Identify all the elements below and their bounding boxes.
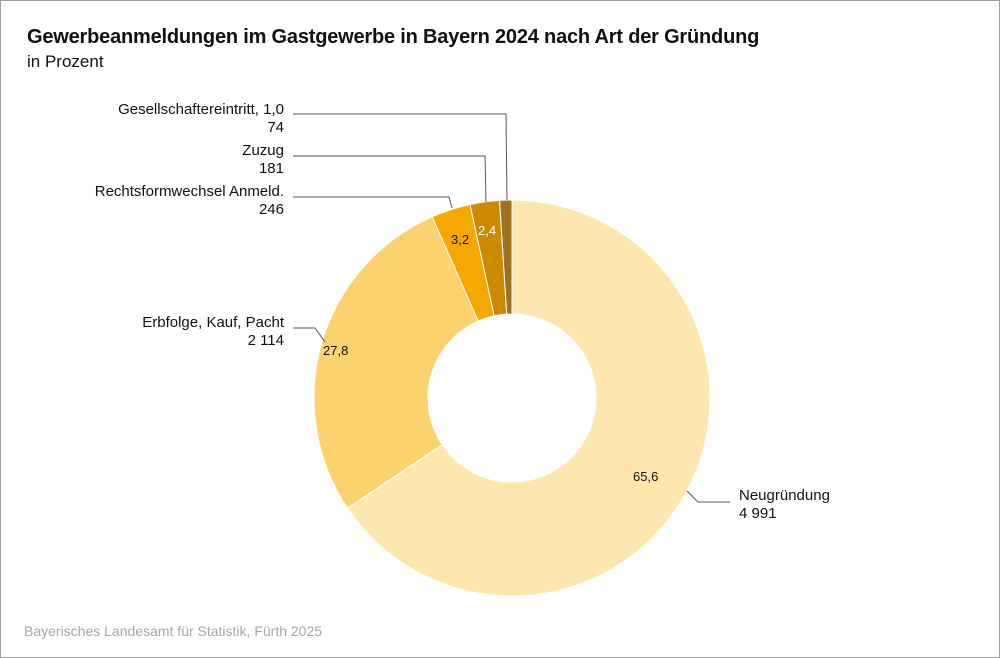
source-note: Bayerisches Landesamt für Statistik, Für… [24,623,323,639]
value-erbfolge: 27,8 [323,343,348,358]
label-zuzug-count: 181 [259,160,284,177]
donut-slice-gesellschaftereintritt [499,199,513,315]
chart-title: Gewerbeanmeldungen im Gastgewerbe in Bay… [27,26,760,48]
value-zuzug: 2,4 [478,223,496,238]
leader-line-erbfolge [293,327,326,343]
donut-slice-erbfolge-kauf-pacht [313,216,479,509]
donut-slices [313,199,711,597]
label-rechtsformwechsel-name: Rechtsformwechsel Anmeld. [95,183,284,200]
chart-subtitle: in Prozent [27,52,104,71]
label-neugruendung-name: Neugründung [739,487,830,504]
value-neugruendung: 65,6 [633,469,658,484]
leader-line-rechtsformwechsel [293,196,453,209]
leader-lines [293,113,730,503]
donut-slice-neugründung [346,199,711,597]
leader-line-neugruendung [686,490,730,503]
label-gesellschaftereintritt-name: Gesellschaftereintritt, 1,0 [118,101,284,118]
value-rechtsformwechsel: 3,2 [451,232,469,247]
label-neugruendung-count: 4 991 [739,505,777,522]
label-zuzug-name: Zuzug [242,142,284,159]
leader-line-gesellschaftereintritt [293,113,508,201]
label-erbfolge-name: Erbfolge, Kauf, Pacht [142,314,285,331]
label-gesellschaftereintritt-count: 74 [267,119,284,136]
label-rechtsformwechsel-count: 246 [259,201,284,218]
leader-line-zuzug [293,155,487,203]
label-erbfolge-count: 2 114 [248,332,284,349]
